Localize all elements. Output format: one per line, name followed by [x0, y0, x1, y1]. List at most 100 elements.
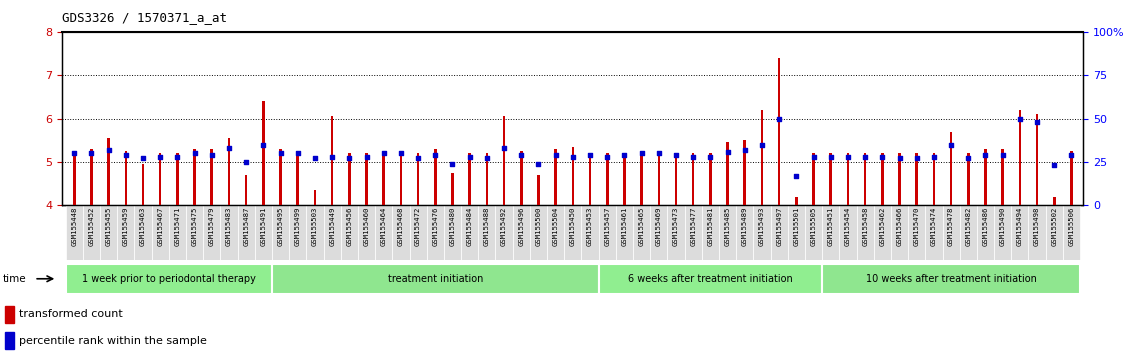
- Text: GSM155504: GSM155504: [553, 207, 559, 246]
- Point: [1011, 116, 1029, 121]
- Point: [495, 145, 513, 151]
- Bar: [210, 149, 213, 205]
- Text: GSM155455: GSM155455: [105, 207, 112, 246]
- Text: GSM155453: GSM155453: [587, 207, 593, 246]
- Bar: [520, 151, 523, 205]
- Bar: [1019, 110, 1021, 205]
- Text: GSM155471: GSM155471: [174, 207, 181, 246]
- Bar: [623, 153, 625, 205]
- Point: [116, 152, 135, 158]
- Bar: [193, 149, 196, 205]
- Bar: [90, 149, 93, 205]
- Bar: [478, 205, 495, 260]
- Point: [804, 154, 822, 160]
- Bar: [357, 205, 375, 260]
- Text: GSM155459: GSM155459: [123, 207, 129, 246]
- Bar: [245, 175, 248, 205]
- Bar: [933, 153, 935, 205]
- Bar: [822, 264, 1080, 294]
- Bar: [185, 205, 204, 260]
- Bar: [736, 205, 753, 260]
- Text: GSM155463: GSM155463: [140, 207, 146, 246]
- Text: GSM155492: GSM155492: [501, 207, 507, 246]
- Text: GSM155483: GSM155483: [226, 207, 232, 246]
- Text: GSM155452: GSM155452: [88, 207, 94, 246]
- Bar: [221, 205, 238, 260]
- Bar: [238, 205, 254, 260]
- Bar: [323, 205, 340, 260]
- Bar: [382, 153, 385, 205]
- Point: [1062, 152, 1080, 158]
- Bar: [107, 138, 110, 205]
- Bar: [770, 205, 788, 260]
- Point: [908, 156, 926, 161]
- Bar: [891, 205, 908, 260]
- Bar: [719, 205, 736, 260]
- Text: GSM155472: GSM155472: [415, 207, 421, 246]
- Bar: [847, 153, 849, 205]
- Point: [770, 116, 788, 121]
- Bar: [348, 153, 351, 205]
- Point: [443, 161, 461, 166]
- Text: GSM155448: GSM155448: [71, 207, 77, 246]
- Text: GSM155487: GSM155487: [243, 207, 249, 246]
- Text: GSM155496: GSM155496: [518, 207, 525, 246]
- Bar: [512, 205, 529, 260]
- Point: [238, 159, 256, 165]
- Text: GSM155495: GSM155495: [277, 207, 284, 246]
- Point: [632, 150, 650, 156]
- Bar: [650, 205, 667, 260]
- Bar: [967, 153, 969, 205]
- Bar: [83, 205, 100, 260]
- Bar: [443, 205, 461, 260]
- Bar: [547, 205, 564, 260]
- Bar: [753, 205, 770, 260]
- Point: [976, 152, 994, 158]
- Bar: [399, 153, 403, 205]
- Bar: [709, 153, 711, 205]
- Text: GSM155503: GSM155503: [312, 207, 318, 246]
- Point: [667, 152, 685, 158]
- Text: GSM155474: GSM155474: [931, 207, 936, 246]
- Bar: [66, 264, 271, 294]
- Text: GSM155501: GSM155501: [793, 207, 800, 246]
- Bar: [812, 153, 814, 205]
- Bar: [692, 153, 694, 205]
- Bar: [426, 205, 443, 260]
- Bar: [684, 205, 702, 260]
- Bar: [307, 205, 323, 260]
- Bar: [141, 164, 145, 205]
- Point: [563, 154, 581, 160]
- Point: [546, 152, 564, 158]
- Text: GSM155475: GSM155475: [191, 207, 198, 246]
- Bar: [66, 205, 83, 260]
- Bar: [124, 151, 127, 205]
- Bar: [495, 205, 512, 260]
- Bar: [375, 205, 392, 260]
- Text: transformed count: transformed count: [19, 309, 122, 319]
- Bar: [675, 153, 677, 205]
- Bar: [667, 205, 684, 260]
- Bar: [434, 149, 437, 205]
- Point: [959, 156, 977, 161]
- Bar: [271, 205, 290, 260]
- Bar: [571, 147, 575, 205]
- Point: [219, 145, 238, 151]
- Bar: [100, 205, 118, 260]
- Point: [684, 154, 702, 160]
- Text: GSM155490: GSM155490: [1000, 207, 1005, 246]
- Bar: [702, 205, 719, 260]
- Bar: [468, 153, 470, 205]
- Text: GSM155488: GSM155488: [484, 207, 490, 246]
- Point: [460, 154, 478, 160]
- Bar: [290, 205, 307, 260]
- Bar: [296, 151, 299, 205]
- Text: GSM155465: GSM155465: [639, 207, 645, 246]
- Bar: [529, 205, 547, 260]
- Text: GSM155470: GSM155470: [914, 207, 920, 246]
- Point: [839, 154, 857, 160]
- Point: [890, 156, 908, 161]
- Point: [581, 152, 599, 158]
- Text: GSM155482: GSM155482: [965, 207, 972, 246]
- Bar: [743, 140, 746, 205]
